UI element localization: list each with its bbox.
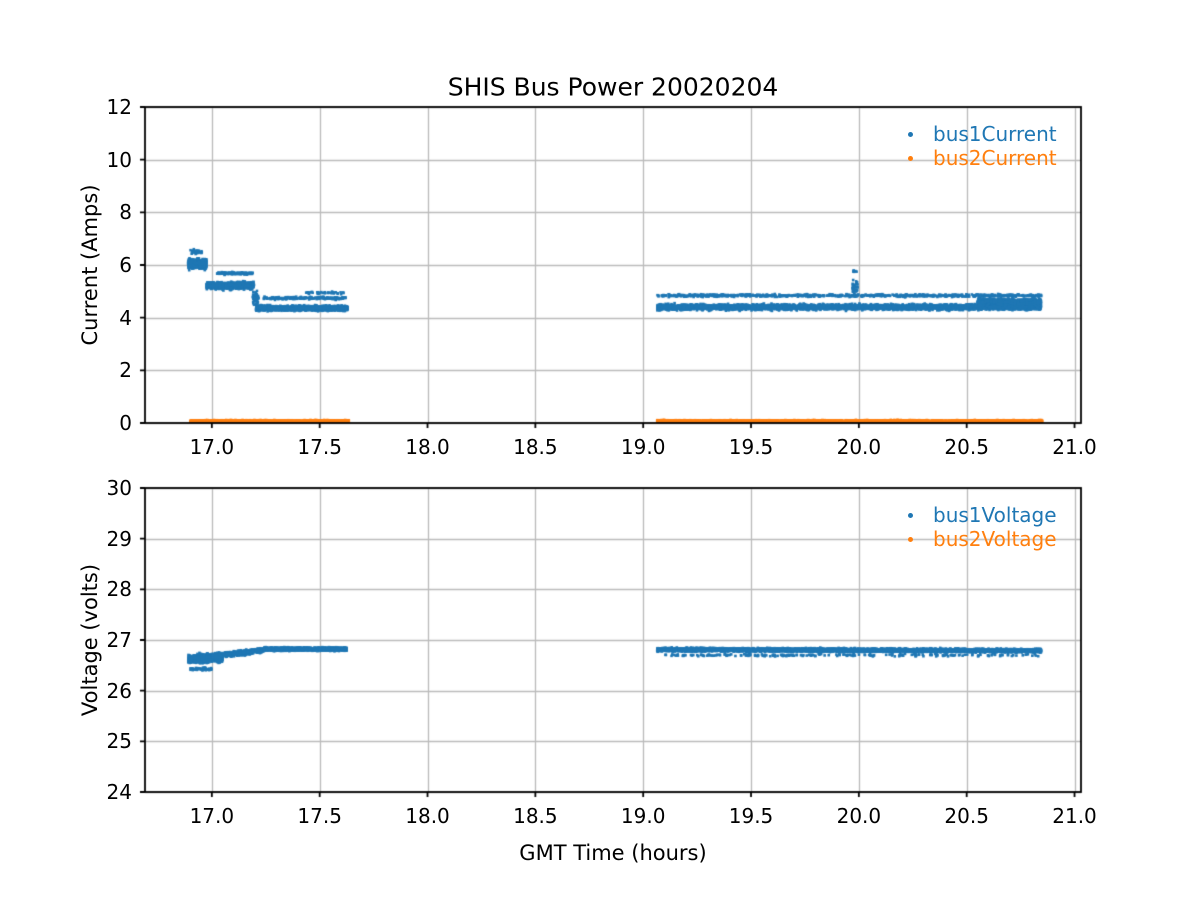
y-tick-label: 25 [106, 729, 132, 754]
x-tick-label: 20.5 [944, 804, 989, 828]
y-tick-label: 6 [119, 253, 132, 277]
x-tick-label: 21.0 [1052, 804, 1097, 828]
x-tick-label: 17.5 [297, 435, 342, 459]
x-tick-label: 19.5 [728, 435, 774, 459]
x-tick-label: 19.0 [620, 435, 666, 459]
x-tick-label: 17.5 [297, 804, 342, 828]
legend-marker-dot [908, 155, 913, 161]
legend-label: bus2Current [933, 146, 1057, 170]
x-tick-label: 17.0 [189, 435, 235, 459]
legend-label: bus2Voltage [933, 527, 1057, 551]
y-tick-label: 29 [106, 526, 132, 551]
x-tick-label: 18.5 [513, 435, 558, 459]
x-tick-label: 19.5 [728, 804, 774, 828]
x-tick-label: 18.0 [405, 435, 450, 459]
y-tick-label: 2 [119, 358, 132, 383]
x-tick-label: 18.0 [405, 804, 450, 828]
legend-marker-dot [908, 512, 913, 518]
x-tick-label: 20.0 [836, 804, 882, 828]
x-tick-label: 18.5 [513, 804, 558, 828]
legend-label: bus1Current [933, 122, 1057, 146]
y-tick-label: 10 [106, 147, 132, 172]
figure-title: SHIS Bus Power 20020204 [447, 72, 779, 102]
legend-marker-dot [908, 131, 913, 137]
legend-marker-dot [908, 536, 913, 542]
y-tick-label: 8 [119, 200, 132, 225]
y-tick-label: 12 [106, 95, 132, 119]
y-tick-label: 24 [106, 780, 132, 804]
time-axis-label: GMT Time (hours) [519, 841, 707, 865]
y-tick-label: 27 [106, 628, 132, 652]
x-tick-label: 20.5 [944, 435, 989, 459]
legend-label: bus1Voltage [933, 503, 1057, 527]
y-tick-label: 26 [106, 678, 132, 703]
x-tick-label: 19.0 [620, 804, 666, 828]
y-tick-label: 4 [119, 305, 132, 330]
x-tick-label: 21.0 [1052, 435, 1097, 459]
y-tick-label: 30 [106, 476, 132, 500]
x-tick-label: 20.0 [836, 435, 882, 459]
y-tick-label: 0 [119, 411, 132, 435]
y-tick-label: 28 [106, 577, 132, 602]
x-tick-label: 17.0 [189, 804, 235, 828]
